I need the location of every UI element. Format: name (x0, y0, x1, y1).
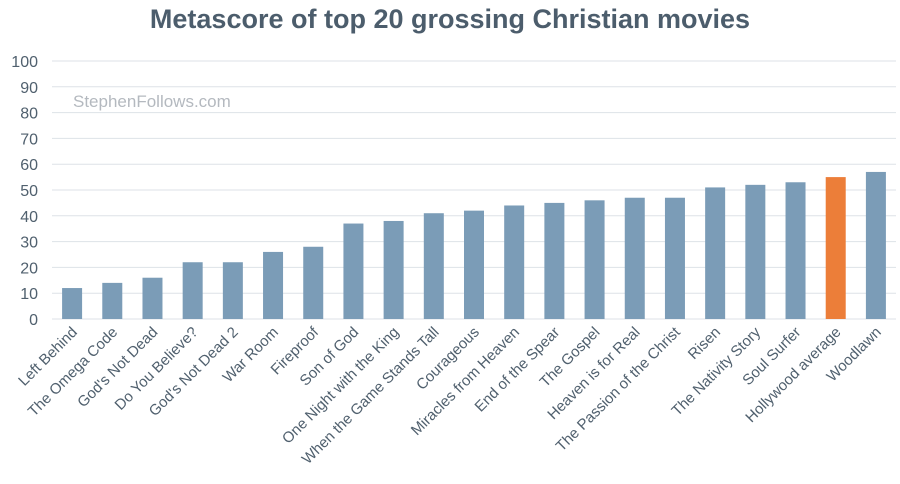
y-tick-label: 40 (20, 209, 38, 226)
y-tick-label: 50 (20, 183, 38, 200)
bar (423, 213, 444, 319)
bar (504, 205, 525, 319)
bar (584, 200, 605, 319)
watermark: StephenFollows.com (73, 92, 231, 111)
bar (263, 251, 284, 319)
bar (303, 246, 324, 319)
bar (62, 288, 83, 319)
bars (62, 171, 886, 319)
bar (664, 197, 685, 319)
y-tick-label: 70 (20, 131, 38, 148)
bar (102, 282, 123, 319)
y-tick-label: 90 (20, 80, 38, 97)
bar (383, 220, 404, 319)
bar (825, 177, 846, 319)
bar (544, 202, 565, 319)
bar (785, 182, 806, 319)
bar (343, 223, 364, 319)
bar (464, 210, 484, 319)
y-tick-label: 80 (20, 106, 38, 123)
y-tick-label: 100 (11, 54, 38, 71)
y-tick-label: 0 (29, 312, 38, 329)
y-tick-label: 30 (20, 235, 38, 252)
y-axis-ticks: 0 10 20 30 40 50 60 70 80 90 100 (11, 54, 38, 329)
bar (865, 171, 886, 319)
bar (142, 277, 163, 319)
chart-title: Metascore of top 20 grossing Christian m… (150, 4, 750, 34)
bar (624, 197, 645, 319)
y-tick-label: 20 (20, 260, 38, 277)
y-tick-label: 10 (20, 286, 38, 303)
bar (182, 262, 203, 319)
y-tick-label: 60 (20, 157, 38, 174)
bar (745, 184, 766, 319)
bar (222, 262, 243, 319)
bar (705, 187, 726, 319)
